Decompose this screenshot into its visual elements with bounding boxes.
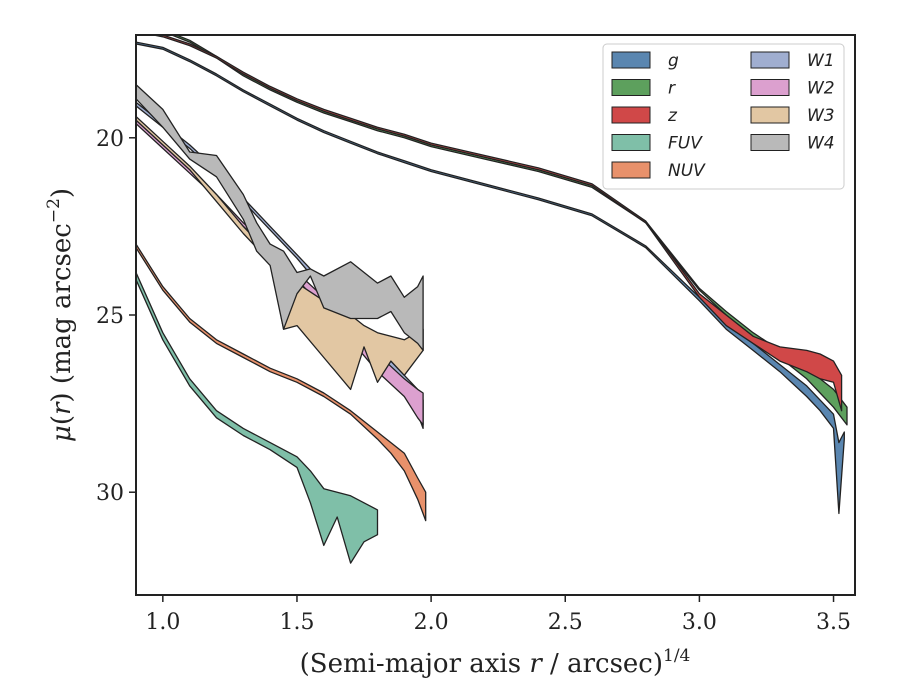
x-tick-label: 1.5 (279, 610, 314, 635)
legend-swatch-g (611, 51, 651, 69)
legend: grz FUV NUV W1 W2 W3 W4 (602, 43, 845, 190)
legend-swatch-w3 (750, 106, 790, 124)
legend-label-fuv: FUV (668, 134, 703, 154)
x-tick-label: 3.0 (682, 610, 717, 635)
y-tick-label: 20 (96, 127, 124, 152)
legend-label-w1: W1 (807, 51, 835, 71)
series-areas (136, 35, 848, 564)
legend-swatch-w4 (750, 134, 790, 151)
y-axis-label: μ(r) (mag arcsec−2) (44, 188, 77, 442)
legend-swatch-w1 (750, 51, 790, 69)
series-z-band (150, 35, 843, 412)
legend-label-r: r (668, 79, 676, 99)
legend-label-w3: W3 (807, 106, 835, 126)
legend-label-w4: W4 (807, 134, 835, 154)
y-axis: 20 25 30 (96, 127, 136, 506)
legend-label-w2: W2 (807, 79, 835, 99)
series-g-band (136, 41, 845, 515)
series-w4-band (136, 83, 424, 352)
y-tick-label: 30 (96, 481, 124, 506)
y-tick-label: 25 (96, 304, 124, 329)
legend-label-z: z (667, 106, 678, 126)
series-nuv-band (136, 243, 427, 522)
legend-swatch-r (611, 79, 651, 96)
x-tick-label: 2.0 (414, 610, 449, 635)
x-tick-label: 2.5 (548, 610, 583, 635)
legend-label-g: g (668, 51, 679, 71)
x-tick-label: 3.5 (816, 610, 851, 635)
legend-swatch-fuv (611, 134, 651, 151)
legend-swatch-z (611, 106, 651, 124)
x-axis-label: (Semi-major axis r / arcsec)1/4 (300, 646, 691, 679)
x-axis: 1.0 1.5 2.0 2.5 3.0 3.5 (145, 595, 851, 635)
x-tick-label: 1.0 (145, 610, 180, 635)
legend-label-nuv: NUV (668, 161, 706, 181)
legend-swatch-w2 (750, 79, 790, 96)
series-fuv-band (136, 271, 379, 564)
legend-swatch-nuv (611, 161, 651, 179)
